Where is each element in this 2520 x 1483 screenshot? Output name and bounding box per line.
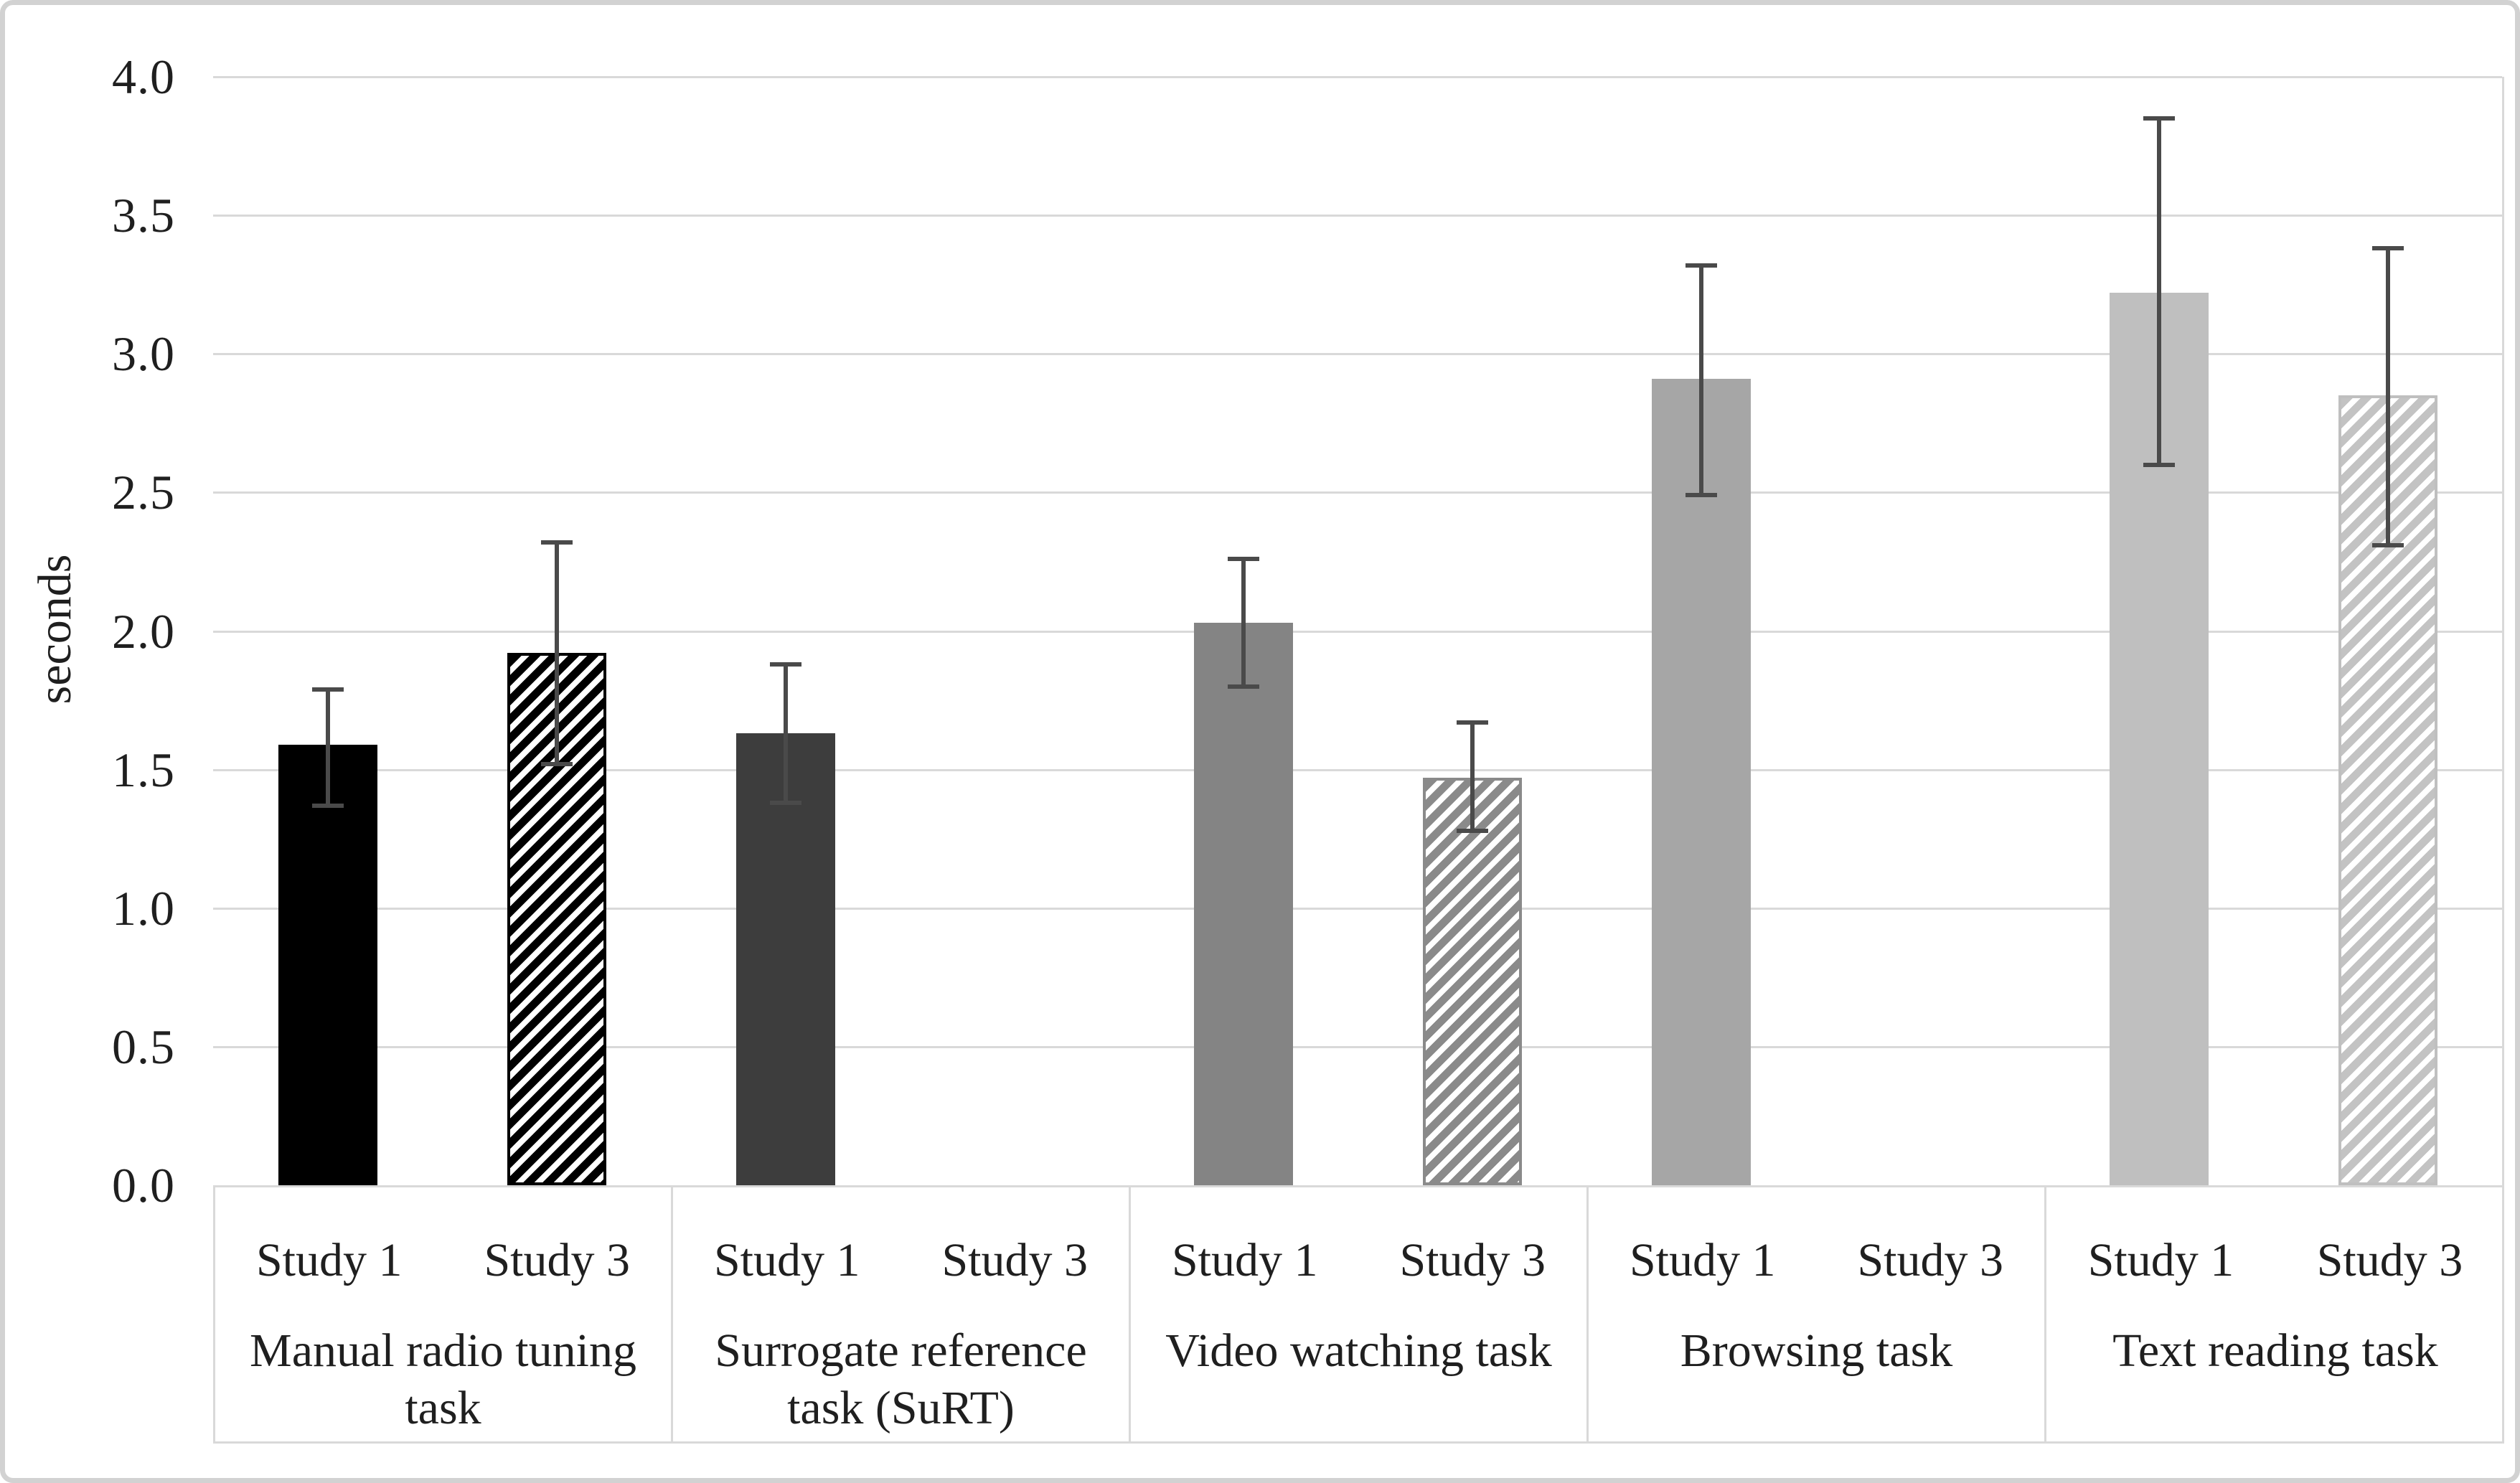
- study-label: Study 3: [941, 1234, 1089, 1286]
- error-bar-cap: [540, 540, 573, 545]
- study-label: Study 1: [255, 1234, 403, 1286]
- category-cell: Study 1 Study 3 Manual radio tuning task: [215, 1187, 673, 1441]
- y-axis-tick-label: 3.5: [112, 188, 175, 243]
- y-axis-tick-label: 2.5: [112, 465, 175, 520]
- error-bar-cap: [769, 662, 801, 667]
- gridline: [213, 353, 2502, 356]
- error-bar-cap: [1685, 263, 1717, 268]
- error-bar-cap: [1227, 684, 1259, 689]
- group-label: Manual radio tuning task: [250, 1324, 636, 1434]
- error-bar: [325, 689, 330, 806]
- gridline: [213, 76, 2502, 78]
- error-bar-cap: [2143, 116, 2175, 121]
- gridline: [213, 630, 2502, 633]
- category-cell: Study 1 Study 3 Browsing task: [1589, 1187, 2046, 1441]
- study-label: Study 1: [1171, 1234, 1318, 1286]
- study-label: Study 1: [2087, 1234, 2234, 1286]
- error-bar: [783, 664, 788, 803]
- chart-plot-area: 0.0 0.5 1.0 1.5 2.0 2.5 3.0 3.5 4.0: [5, 5, 2515, 1478]
- group-label: Video watching task: [1165, 1324, 1552, 1377]
- y-axis-tick-label: 3.0: [112, 326, 175, 382]
- category-axis-box: Study 1 Study 3 Manual radio tuning task St…: [213, 1185, 2504, 1444]
- error-bar-cap: [540, 761, 573, 766]
- category-cell: Study 1 Study 3 Video watching task: [1131, 1187, 1589, 1441]
- error-bar-cap: [1456, 828, 1488, 833]
- error-bar: [1698, 265, 1703, 496]
- category-cell: Study 1 Study 3 Text reading task: [2046, 1187, 2504, 1441]
- gridline: [213, 215, 2502, 217]
- gridline: [213, 907, 2502, 910]
- bar: [1422, 778, 1522, 1185]
- bar: [1193, 622, 1293, 1185]
- study-label-row: Study 1 Study 3: [2046, 1230, 2504, 1291]
- error-bar-cap: [2371, 246, 2404, 251]
- gridline: [213, 491, 2502, 494]
- error-bar-cap: [1456, 720, 1488, 725]
- gridline: [213, 768, 2502, 771]
- error-bar: [1241, 559, 1246, 687]
- bar: [278, 744, 377, 1185]
- error-bar-cap: [2371, 542, 2404, 547]
- bar: [735, 733, 835, 1185]
- y-axis-tick-label: 2.0: [112, 603, 175, 659]
- plot-right-border: [2502, 77, 2504, 1185]
- error-bar-cap: [1685, 493, 1717, 498]
- error-bar: [2385, 248, 2390, 545]
- gridline: [213, 1045, 2502, 1048]
- study-label: Study 3: [1399, 1234, 1546, 1286]
- error-bar: [554, 542, 559, 764]
- error-bar-cap: [311, 803, 344, 808]
- study-label-row: Study 1 Study 3: [673, 1230, 1129, 1291]
- y-axis-tick-label: 0.5: [112, 1019, 175, 1074]
- group-label: Text reading task: [2112, 1324, 2438, 1377]
- group-label: Browsing task: [1680, 1324, 1953, 1377]
- error-bar-cap: [769, 800, 801, 805]
- error-bar: [1470, 722, 1475, 831]
- y-axis-tick-label: 4.0: [112, 50, 175, 104]
- study-label: Study 1: [713, 1234, 860, 1286]
- study-label: Study 3: [1857, 1234, 2004, 1286]
- error-bar: [2156, 118, 2161, 465]
- study-label-row: Study 1 Study 3: [215, 1230, 671, 1291]
- error-bar-cap: [1227, 557, 1259, 562]
- study-label-row: Study 1 Study 3: [1131, 1230, 1586, 1291]
- category-cell: Study 1 Study 3 Surrogate reference task (…: [673, 1187, 1131, 1441]
- study-label: Study 1: [1629, 1234, 1776, 1286]
- study-label: Study 3: [2316, 1234, 2463, 1286]
- y-axis-tick-label: 1.0: [112, 880, 175, 936]
- error-bar-cap: [311, 687, 344, 692]
- bar: [1651, 379, 1751, 1185]
- y-axis-tick-label: 0.0: [112, 1158, 175, 1213]
- study-label-row: Study 1 Study 3: [1589, 1230, 2044, 1291]
- y-axis-tick-label: 1.5: [112, 742, 175, 797]
- group-label: Surrogate reference task (SuRT): [715, 1324, 1087, 1434]
- study-label: Study 3: [484, 1234, 631, 1286]
- error-bar-cap: [2143, 462, 2175, 467]
